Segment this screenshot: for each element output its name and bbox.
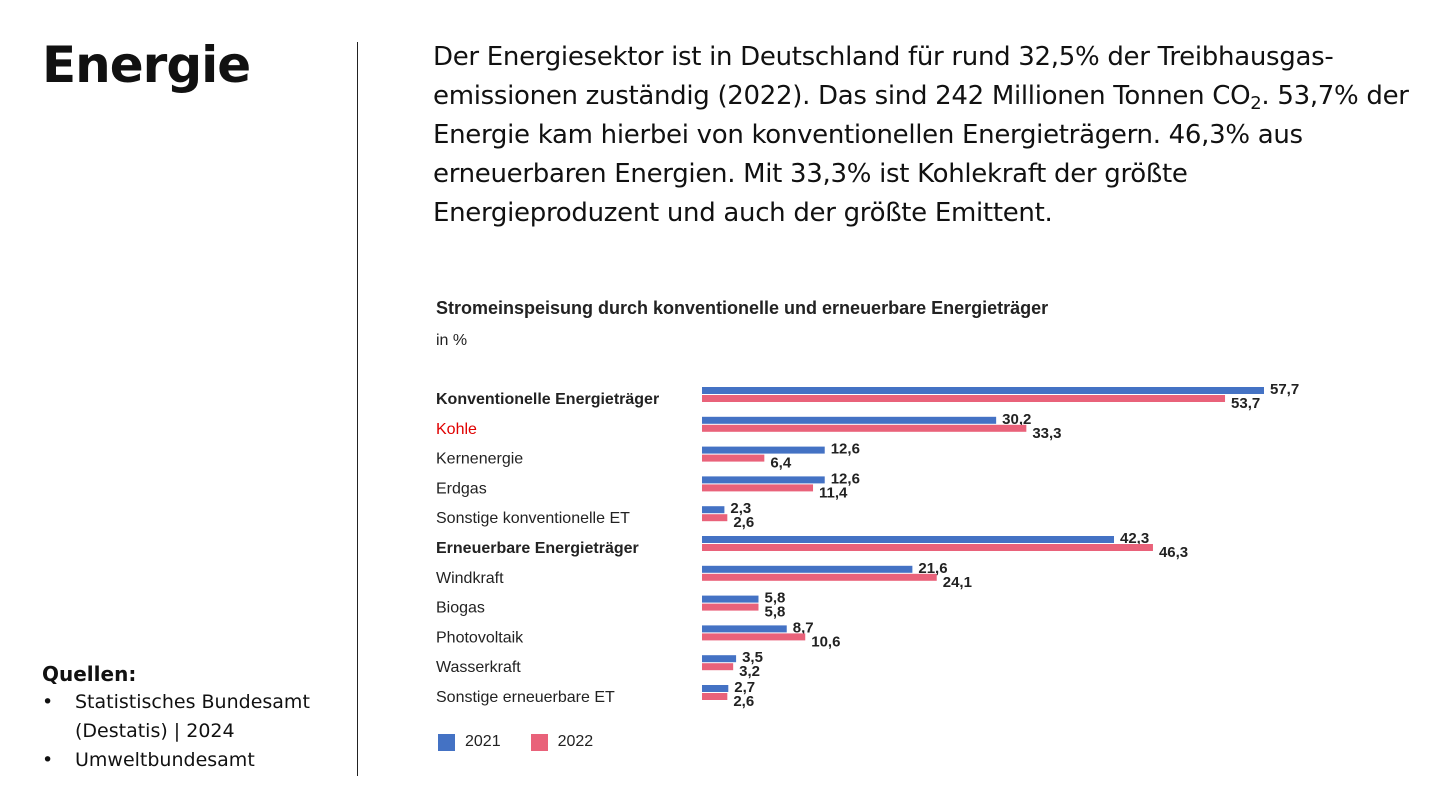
bar-2021: [702, 506, 725, 514]
category-label: Konventionelle Energieträger: [436, 391, 659, 408]
bar-2022: [702, 633, 806, 641]
category-label: Kernenergie: [436, 451, 523, 468]
data-label-2021: 42,3: [1120, 530, 1149, 547]
bar-2022: [702, 573, 937, 581]
data-label-2022: 53,7: [1231, 395, 1260, 412]
bar-2021: [702, 476, 825, 484]
data-label-2021: 5,8: [764, 590, 785, 607]
category-label: Sonstige erneuerbare ET: [436, 689, 615, 706]
data-label-2022: 2,6: [733, 514, 754, 531]
data-label-2022: 46,3: [1159, 544, 1188, 561]
legend-item-2021: 2021: [438, 733, 501, 751]
category-label: Photovoltaik: [436, 629, 524, 646]
intro-subscript: 2: [1250, 93, 1262, 114]
category-label: Erneuerbare Energieträger: [436, 540, 639, 557]
intro-text-part-2: . 53,7% der Energie kam hierbei von konv…: [433, 81, 1409, 228]
bar-2022: [702, 424, 1027, 432]
category-label: Windkraft: [436, 570, 504, 587]
bar-2022: [702, 663, 734, 671]
chart-legend: 2021 2022: [438, 733, 623, 751]
bar-2021: [702, 565, 913, 573]
legend-label-2022: 2022: [557, 733, 594, 750]
sources-heading: Quellen:: [42, 662, 137, 686]
data-label-2022: 5,8: [764, 604, 785, 621]
data-label-2021: 12,6: [831, 441, 860, 458]
bar-2021: [702, 387, 1264, 394]
category-label: Biogas: [436, 600, 485, 617]
data-label-2022: 10,6: [811, 633, 840, 650]
bar-2022: [702, 693, 728, 700]
intro-paragraph: Der Energiesektor ist in Deutschland für…: [433, 38, 1413, 233]
legend-swatch-2021: [438, 733, 455, 751]
category-label: Kohle: [436, 421, 477, 438]
data-label-2022: 11,4: [819, 484, 848, 501]
data-label-2022: 2,6: [733, 693, 754, 710]
bar-2022: [702, 544, 1153, 551]
data-label-2021: 3,5: [742, 649, 763, 666]
data-label-2022: 24,1: [943, 574, 972, 591]
data-label-2022: 3,2: [739, 663, 760, 680]
data-label-2022: 33,3: [1032, 425, 1061, 442]
bar-2022: [702, 603, 759, 611]
bar-2021: [702, 625, 787, 633]
chart-unit-label: in %: [436, 332, 468, 349]
category-label: Erdgas: [436, 480, 487, 497]
data-label-2021: 30,2: [1002, 411, 1031, 428]
vertical-divider: [357, 42, 358, 776]
bar-2022: [702, 514, 728, 522]
bar-2021: [702, 685, 729, 692]
legend-item-2022: 2022: [530, 733, 594, 751]
data-label-2021: 2,7: [734, 679, 755, 696]
data-label-2021: 8,7: [793, 619, 814, 636]
bar-2022: [702, 395, 1226, 402]
data-label-2021: 21,6: [918, 560, 947, 577]
category-label: Wasserkraft: [436, 659, 521, 676]
page-title: Energie: [42, 36, 251, 94]
bar-2021: [702, 536, 1115, 543]
bar-2022: [702, 454, 765, 462]
data-label-2021: 2,3: [730, 500, 751, 517]
data-label-2021: 57,7: [1270, 381, 1299, 398]
sources-block: Quellen: Statistisches Bundesamt (Destat…: [42, 662, 342, 775]
intro-text-part-1: Der Energiesektor ist in Deutschland für…: [433, 42, 1334, 111]
source-item: Statistisches Bundesamt (Destatis) | 202…: [42, 688, 342, 746]
bar-2021: [702, 595, 759, 603]
category-label: Sonstige konventionelle ET: [436, 510, 630, 527]
data-label-2022: 6,4: [770, 455, 792, 472]
source-item: Umweltbundesamt: [42, 746, 342, 775]
bar-2022: [702, 484, 814, 492]
chart-title: Stromeinspeisung durch konventionelle un…: [436, 298, 1049, 318]
bar-2021: [702, 655, 737, 663]
legend-swatch-2022: [530, 733, 548, 751]
legend-label-2021: 2021: [465, 733, 501, 750]
sources-list: Statistisches Bundesamt (Destatis) | 202…: [42, 688, 342, 775]
bar-2021: [702, 446, 825, 454]
bar-2021: [702, 416, 997, 424]
data-label-2021: 12,6: [831, 470, 860, 487]
